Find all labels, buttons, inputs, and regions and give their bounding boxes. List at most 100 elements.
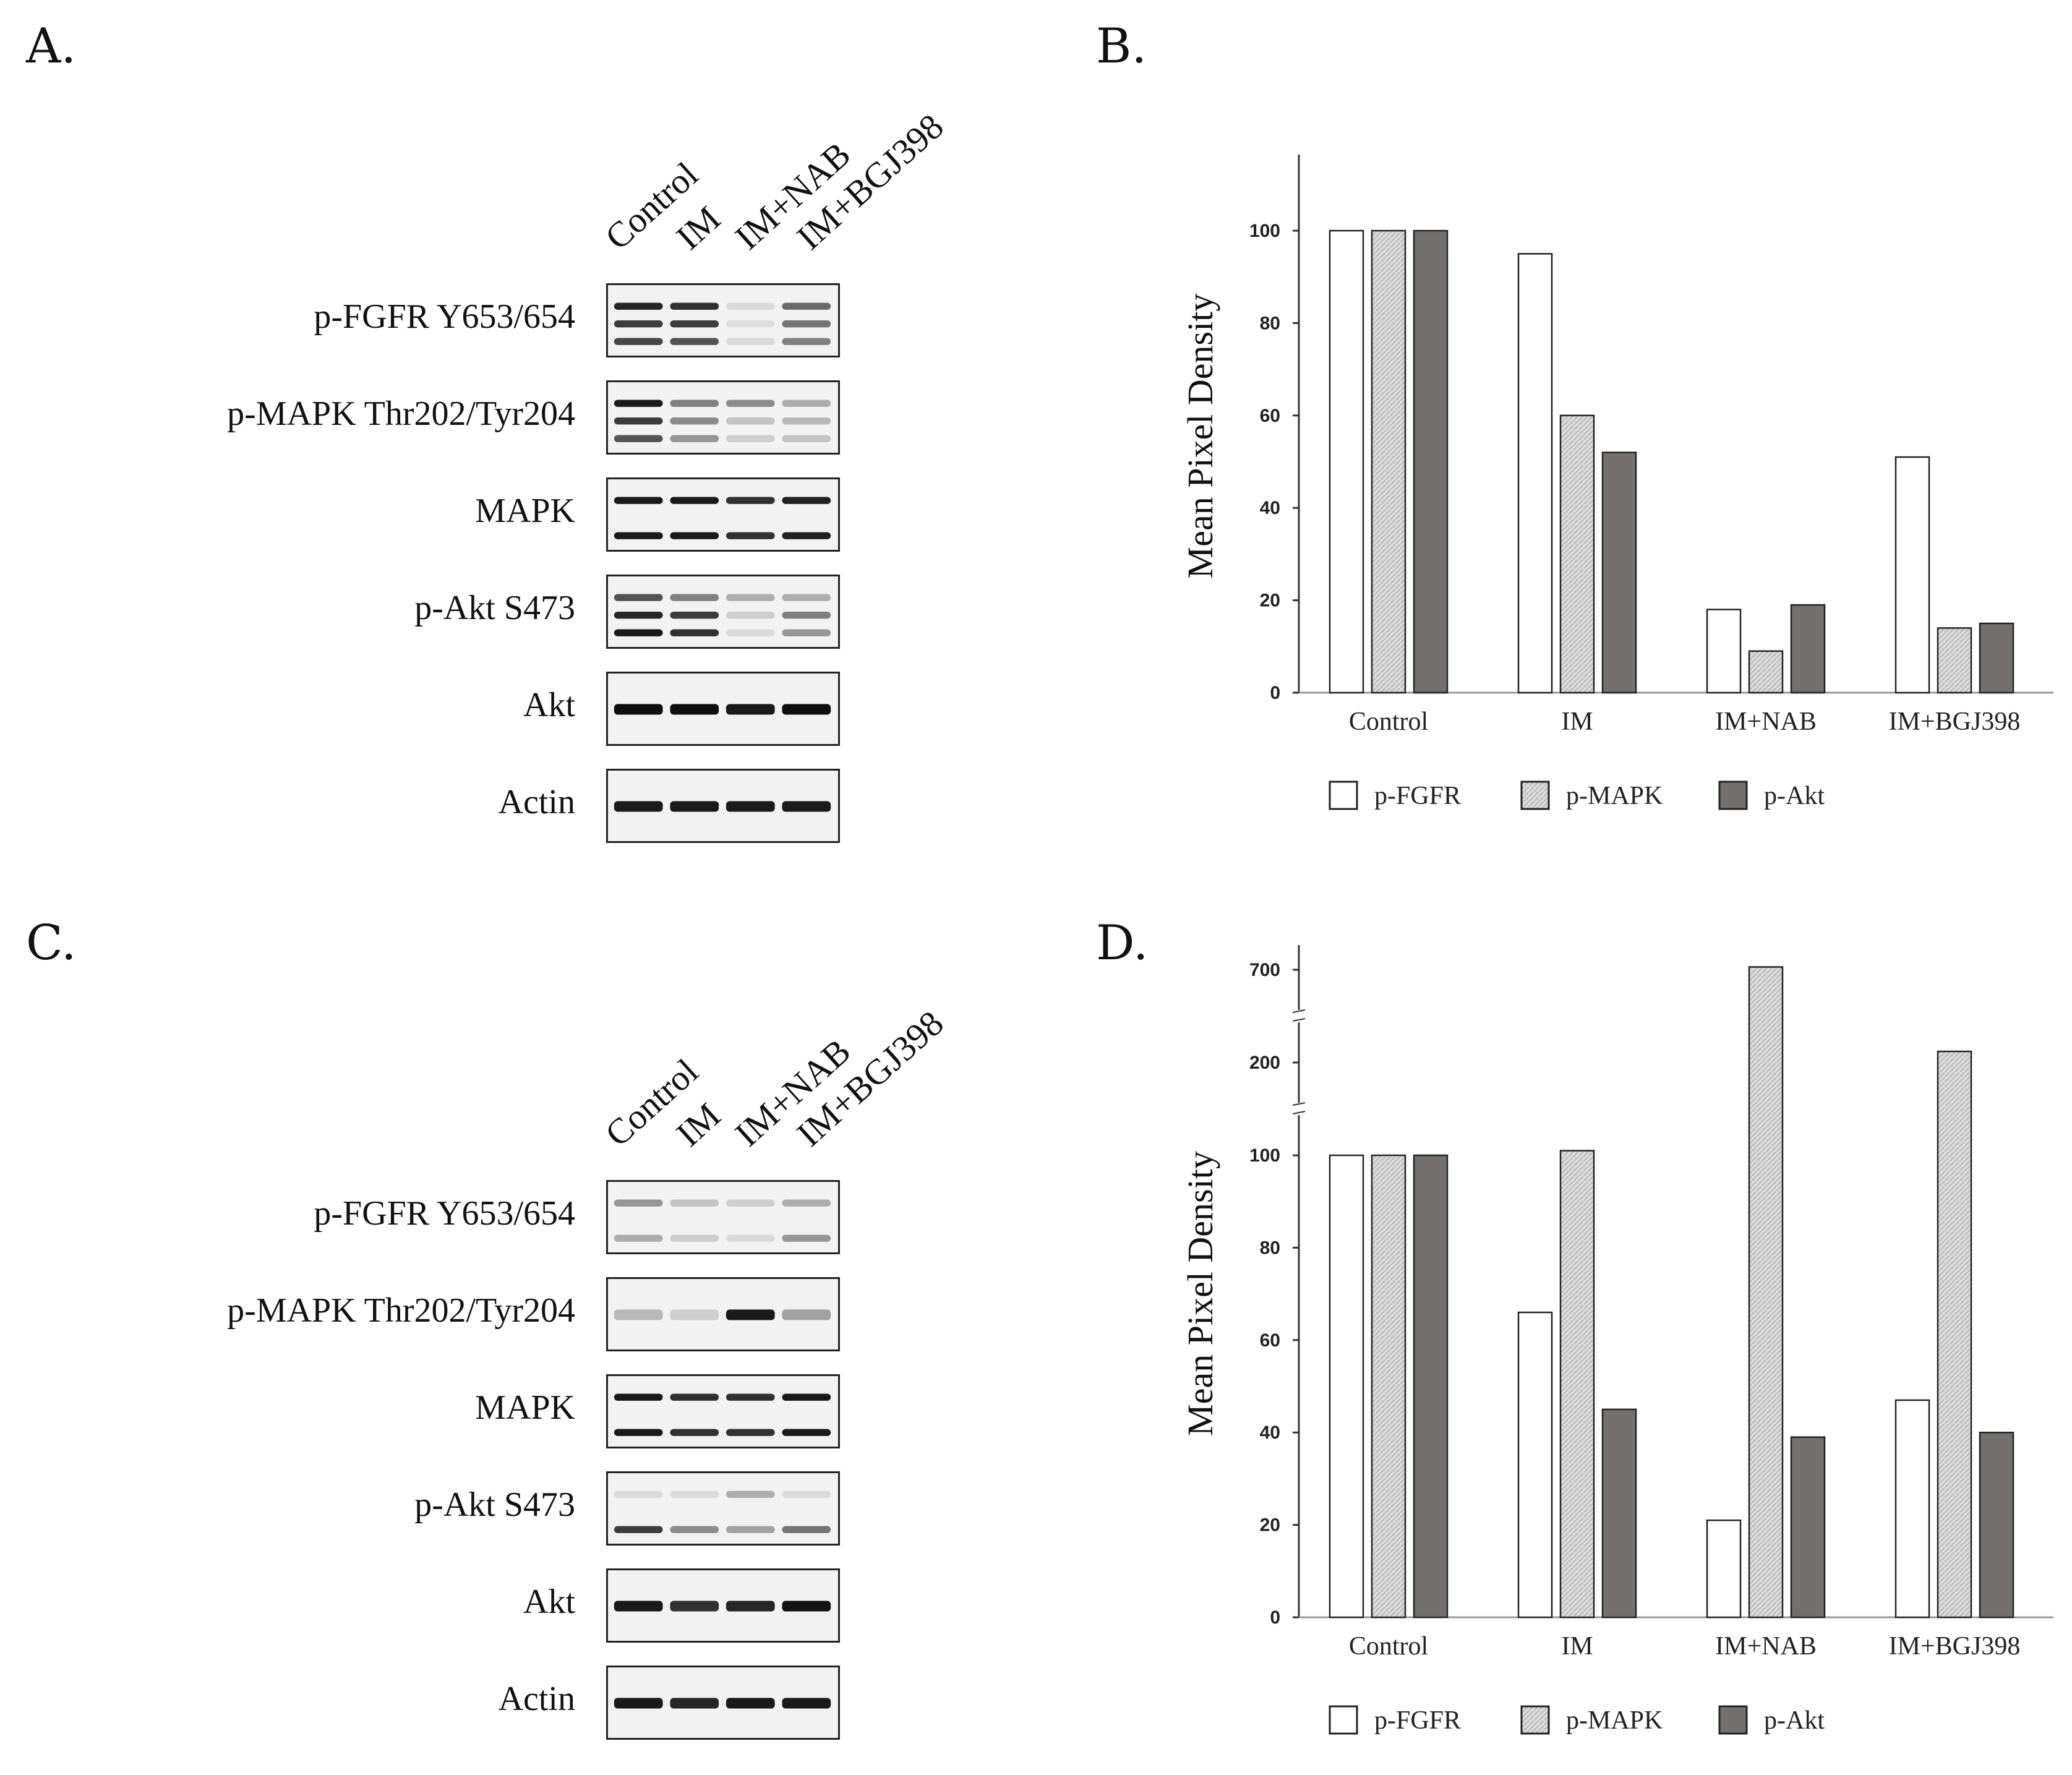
y-tick-label: 20: [1260, 1515, 1280, 1536]
blot-band: [782, 320, 831, 328]
y-axis-label: Mean Pixel Density: [1180, 1151, 1220, 1436]
blot-bands: [614, 302, 831, 345]
blot-image: [606, 769, 840, 843]
legend-swatch-p-akt: [1718, 1705, 1748, 1735]
legend-label: p-MAPK: [1566, 782, 1663, 810]
blot-row: Akt: [0, 672, 841, 748]
blot-band: [670, 1491, 719, 1498]
y-tick-label: 0: [1270, 1607, 1280, 1628]
blot-image: [606, 575, 840, 649]
axis-break-mark: [1292, 1102, 1306, 1106]
blot-band: [614, 302, 663, 310]
blot-band: [782, 1393, 831, 1401]
y-tick-label: 20: [1260, 591, 1280, 611]
y-axis-label: Mean Pixel Density: [1180, 294, 1220, 579]
bar-chart-b: Mean Pixel Density 0 20 40 60 80 100 Control IM I…: [1180, 155, 2053, 810]
blot-image: [606, 1180, 840, 1254]
blot-band: [670, 417, 719, 425]
blot-band: [670, 1601, 719, 1612]
bar-p-akt: [1413, 229, 1449, 694]
legend-label: p-MAPK: [1566, 1706, 1663, 1735]
blot-band: [614, 417, 663, 425]
western-blot-panel-c: Control IM IM+NAB IM+BGJ398 p-FGFR Y653/…: [0, 897, 951, 1763]
blot-band: [614, 320, 663, 328]
y-tick-label: 0: [1270, 683, 1280, 703]
blot-band: [726, 302, 775, 310]
y-tick-label: 700: [1249, 960, 1280, 980]
blot-bands: [614, 1199, 831, 1242]
legend-label: p-Akt: [1764, 1706, 1825, 1735]
x-tick-label: IM+BGJ398: [1889, 708, 2021, 736]
blot-band: [726, 532, 775, 539]
legend-swatch-p-mapk: [1520, 1705, 1550, 1735]
blot-band: [670, 1526, 719, 1533]
blot-band: [782, 594, 831, 601]
blot-band: [670, 801, 719, 812]
blot-row: MAPK: [0, 477, 841, 554]
panel-label-c: C.: [26, 915, 77, 971]
x-tick-label: IM+BGJ398: [1889, 1632, 2021, 1661]
blot-image: [606, 477, 840, 552]
blot-band: [614, 1526, 663, 1533]
blot-image: [606, 283, 840, 357]
bar-p-akt: [1601, 1408, 1637, 1619]
blot-band: [726, 1393, 775, 1401]
blot-band: [614, 1309, 663, 1320]
x-tick-label: Control: [1349, 708, 1428, 736]
y-tick-label: 40: [1260, 1422, 1280, 1443]
blot-band: [614, 400, 663, 407]
blot-image: [606, 1666, 840, 1740]
blot-row: Actin: [0, 769, 841, 845]
blot-band: [726, 1309, 775, 1320]
blot-row-label: p-Akt S473: [414, 589, 575, 627]
blot-band: [614, 629, 663, 636]
bar-p-mapk: [1748, 966, 1784, 1619]
x-tick-label: Control: [1349, 1632, 1428, 1661]
panel-label-d: D.: [1096, 915, 1149, 971]
blot-band: [726, 1429, 775, 1436]
bar-p-akt: [1601, 451, 1637, 694]
blot-band: [670, 594, 719, 601]
bar-p-akt: [1413, 1154, 1449, 1619]
blot-band: [670, 532, 719, 539]
blot-band: [614, 1491, 663, 1498]
blot-row-label: p-MAPK Thr202/Tyr204: [227, 1291, 575, 1330]
blot-row: p-FGFR Y653/654: [0, 1180, 841, 1257]
bar-p-fgfr: [1706, 1519, 1742, 1619]
blot-bands: [614, 594, 831, 636]
y-tick-label: 100: [1249, 221, 1280, 241]
blot-band: [726, 417, 775, 425]
blot-bands: [614, 1393, 831, 1436]
blot-band: [614, 497, 663, 504]
blot-band: [670, 629, 719, 636]
bar-p-akt: [1979, 1431, 2014, 1619]
blot-band: [726, 594, 775, 601]
bar-p-fgfr: [1329, 229, 1364, 694]
blot-band: [782, 629, 831, 636]
blot-bands: [614, 1309, 831, 1320]
blot-band: [726, 1234, 775, 1242]
blot-band: [726, 400, 775, 407]
bar-p-mapk: [1371, 229, 1406, 694]
blot-bands: [614, 1601, 831, 1612]
blot-band: [614, 704, 663, 715]
blot-row-label: p-FGFR Y653/654: [314, 1194, 575, 1233]
blot-band: [614, 532, 663, 539]
blot-band: [726, 1601, 775, 1612]
blot-bands: [614, 1491, 831, 1533]
blot-band: [614, 338, 663, 345]
blot-band: [670, 1309, 719, 1320]
x-tick-label: IM: [1561, 708, 1593, 736]
x-tick-label: IM: [1561, 1632, 1593, 1661]
bar-p-mapk: [1559, 414, 1595, 694]
blot-band: [670, 1393, 719, 1401]
blot-band: [726, 435, 775, 442]
blot-band: [782, 1491, 831, 1498]
blot-band: [670, 1429, 719, 1436]
blot-band: [614, 1429, 663, 1436]
blot-band: [726, 612, 775, 619]
blot-band: [782, 1526, 831, 1533]
y-tick-label: 80: [1260, 1238, 1280, 1258]
axis-break-mark: [1292, 1111, 1306, 1114]
bar-p-mapk: [1748, 650, 1784, 694]
